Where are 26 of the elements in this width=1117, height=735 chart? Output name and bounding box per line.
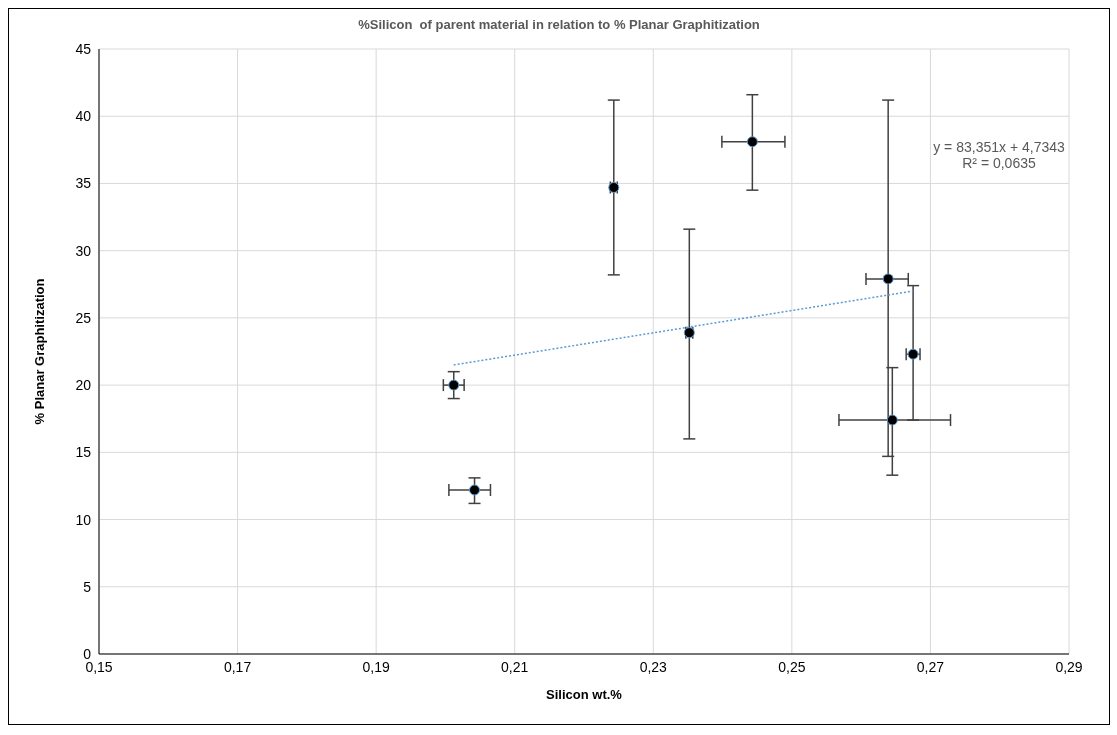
- point: [882, 273, 894, 285]
- y-tick-label: 40: [75, 108, 92, 125]
- y-tick-label: 10: [75, 511, 92, 528]
- point: [469, 484, 481, 496]
- annotation: R² = 0,0635: [961, 155, 1037, 171]
- y-axis-title: % Planar Graphitization: [31, 278, 47, 425]
- y-tick-label: 25: [75, 309, 92, 326]
- x-tick-label: 0,23: [639, 658, 668, 675]
- y-tick-label: 30: [75, 242, 92, 259]
- annotation: y = 83,351x + 4,7343: [932, 139, 1066, 155]
- x-tick-label: 0,19: [362, 658, 390, 675]
- y-tick-label: 35: [75, 175, 92, 192]
- y-tick-label: 5: [83, 578, 92, 595]
- y-tick-label: 15: [75, 444, 92, 461]
- x-tick-label: 0,27: [916, 658, 945, 675]
- x-tick-label: 0,17: [223, 658, 252, 675]
- chart-title: %Silicon of parent material in relation to % Planar Graphitization: [357, 17, 761, 32]
- x-axis-title: Silicon wt.%: [546, 687, 623, 702]
- x-tick-label: 0,25: [778, 658, 806, 675]
- x-tick-label: 0,21: [501, 658, 529, 675]
- point: [886, 414, 898, 426]
- y-tick-label: 45: [75, 40, 92, 57]
- y-tick-label: 20: [75, 377, 92, 394]
- point: [746, 136, 758, 148]
- x-tick-label: 0,29: [1055, 658, 1083, 675]
- point: [448, 379, 460, 391]
